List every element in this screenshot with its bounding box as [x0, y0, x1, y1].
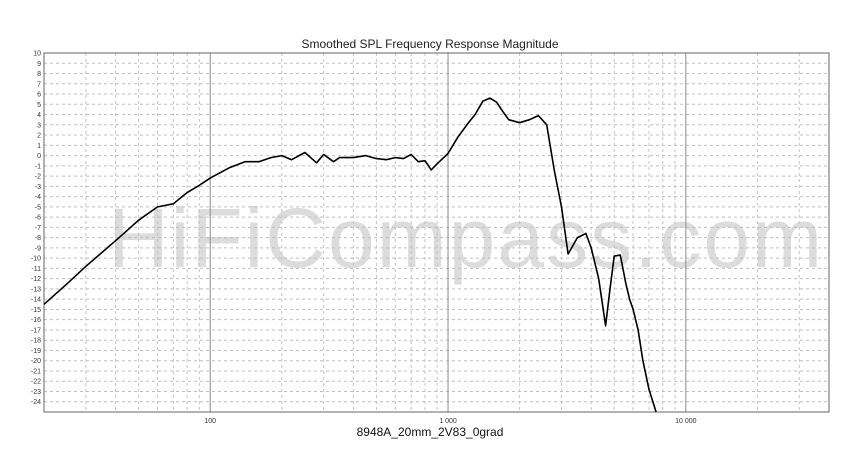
y-tick-label: 2	[37, 133, 41, 140]
x-tick-label: 1 000	[439, 418, 457, 425]
y-tick-label: -6	[35, 215, 41, 222]
y-tick-label: 4	[37, 112, 41, 119]
x-tick-label: 100	[204, 418, 216, 425]
y-tick-label: 7	[37, 81, 41, 88]
y-tick-label: -23	[31, 389, 41, 396]
y-tick-label: -8	[35, 235, 41, 242]
y-tick-label: -15	[31, 307, 41, 314]
y-tick-label: -22	[31, 379, 41, 386]
y-tick-label: -9	[35, 245, 41, 252]
y-tick-label: -12	[31, 276, 41, 283]
y-tick-label: -13	[31, 286, 41, 293]
y-tick-label: 1	[37, 143, 41, 150]
y-tick-label: -2	[35, 174, 41, 181]
y-tick-label: 8	[37, 71, 41, 78]
series-label: 8948A_20mm_2V83_0grad	[356, 425, 504, 439]
series-line	[43, 97, 657, 413]
y-tick-label: -19	[31, 348, 41, 355]
y-tick-label: -18	[31, 338, 41, 345]
y-tick-label: 3	[37, 122, 41, 129]
y-tick-label: -1	[35, 163, 41, 170]
y-tick-label: 10	[33, 51, 41, 58]
y-tick-label: -24	[31, 399, 41, 406]
tick-labels: 109876543210-1-2-3-4-5-6-7-8-9-10-11-12-…	[31, 51, 697, 426]
y-tick-label: -5	[35, 204, 41, 211]
plot-frame	[43, 52, 830, 413]
y-tick-label: -7	[35, 225, 41, 232]
y-tick-label: 9	[37, 61, 41, 68]
y-tick-label: -10	[31, 256, 41, 263]
y-tick-label: -3	[35, 184, 41, 191]
y-tick-label: 0	[37, 153, 41, 160]
y-tick-label: -17	[31, 327, 41, 334]
y-tick-label: -20	[31, 358, 41, 365]
y-tick-label: -4	[35, 194, 41, 201]
y-tick-label: 5	[37, 102, 41, 109]
chart-title: Smoothed SPL Frequency Response Magnitud…	[301, 37, 559, 51]
y-tick-label: 6	[37, 92, 41, 99]
y-tick-label: -14	[31, 297, 41, 304]
grid-layer	[44, 52, 829, 413]
x-tick-label: 10 000	[675, 418, 697, 425]
y-tick-label: -16	[31, 317, 41, 324]
y-tick-label: -11	[31, 266, 41, 273]
y-tick-label: -21	[31, 368, 41, 375]
